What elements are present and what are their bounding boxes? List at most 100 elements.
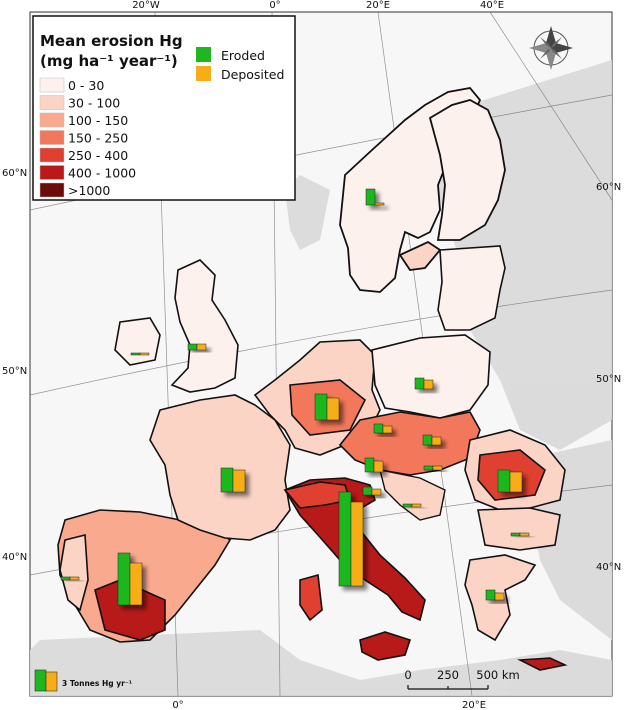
eroded-bar — [373, 423, 384, 434]
bar-key-deposited — [45, 671, 58, 692]
eroded-bar — [402, 503, 413, 508]
deposited-bar — [423, 379, 434, 390]
flux-bar-pair — [422, 434, 442, 446]
eroded-bar — [117, 552, 131, 606]
legend-class-swatch — [39, 77, 65, 93]
deposited-bar — [373, 460, 384, 473]
legend-bar-swatch — [196, 66, 211, 81]
scale-bar: 0 250 500 km — [404, 668, 520, 690]
top-label-20e: 20°E — [366, 0, 390, 11]
deposited-bar — [350, 501, 364, 587]
flux-bar-pair — [60, 576, 80, 581]
legend-class-label: 150 - 250 — [68, 131, 128, 146]
iberia — [57, 509, 232, 643]
legend: Mean erosion Hg (mg ha⁻¹ year⁻¹) 0 - 30 3… — [32, 15, 296, 201]
legend-bar-swatch — [196, 47, 211, 62]
eroded-bar — [423, 465, 434, 471]
legend-title-line1: Mean erosion Hg — [40, 32, 183, 50]
legend-class-swatch — [39, 130, 65, 145]
flux-bar-pair — [364, 457, 384, 473]
left-label-60n: 60°N — [2, 168, 27, 179]
eroded-bar — [364, 457, 375, 473]
flux-bar-pair — [402, 503, 422, 508]
legend-class-label: 30 - 100 — [68, 96, 120, 111]
eroded-bar — [362, 486, 373, 496]
flux-bar-pair — [338, 491, 364, 587]
scale-label-250: 250 — [437, 668, 459, 682]
eroded-bar — [60, 576, 71, 581]
baltics — [437, 245, 506, 331]
deposited-bar — [371, 488, 382, 496]
deposited-bar — [196, 343, 207, 351]
eroded-bar — [422, 434, 433, 446]
top-label-0: 0° — [269, 0, 280, 11]
flux-bar-pair — [510, 532, 530, 537]
deposited-bar — [432, 465, 443, 471]
flux-bar-pair — [314, 393, 340, 421]
deposited-bar — [431, 436, 442, 446]
legend-class-label: >1000 — [68, 183, 110, 198]
scale-label-500: 500 km — [476, 668, 519, 682]
flux-bar-pair — [187, 343, 207, 351]
legend-class-swatch — [39, 182, 65, 198]
finland — [428, 99, 506, 241]
right-label-60n: 60°N — [596, 182, 621, 193]
eroded-bar — [414, 377, 425, 390]
flux-bar-pair — [220, 467, 246, 493]
eroded-bar — [314, 393, 328, 421]
flux-bar-pair — [117, 552, 143, 606]
compass-rose-icon — [529, 26, 573, 70]
deposited-bar — [129, 562, 143, 606]
romania-bulgaria — [464, 429, 566, 551]
france — [149, 394, 291, 541]
bar-key: 3 Tonnes Hg yr⁻¹ — [34, 669, 132, 692]
left-label-40n: 40°N — [2, 552, 27, 563]
deposited-bar — [519, 532, 530, 537]
deposited-bar — [374, 202, 385, 206]
eroded-bar — [338, 491, 352, 587]
deposited-bar — [326, 397, 340, 421]
eroded-bar — [510, 532, 521, 537]
deposited-bar — [69, 576, 80, 581]
deposited-bar — [494, 592, 505, 601]
legend-bar-label: Eroded — [221, 48, 265, 63]
flux-bar-pair — [485, 589, 505, 601]
legend-title-line2: (mg ha⁻¹ year⁻¹) — [40, 52, 178, 70]
legend-class-label: 100 - 150 — [68, 113, 128, 128]
flux-bar-pair — [365, 188, 385, 206]
flux-bar-pair — [414, 377, 434, 390]
eroded-bar — [220, 467, 234, 493]
legend-class-label: 400 - 1000 — [68, 166, 136, 181]
eroded-bar — [130, 352, 141, 356]
legend-class-label: 0 - 30 — [68, 78, 104, 93]
poland — [371, 334, 491, 419]
legend-classes: 0 - 30 30 - 100 100 - 150 150 - 250 250 - 40… — [39, 77, 136, 198]
right-label-50n: 50°N — [596, 374, 621, 385]
bar-key-eroded — [34, 669, 47, 692]
deposited-bar — [509, 471, 523, 493]
flux-bars — [60, 188, 530, 606]
bar-key-label: 3 Tonnes Hg yr⁻¹ — [62, 679, 132, 688]
legend-class-swatch — [39, 95, 65, 110]
scale-label-0: 0 — [404, 668, 411, 682]
legend-class-swatch — [39, 165, 65, 180]
flux-bar-pair — [373, 423, 393, 434]
right-label-40n: 40°N — [596, 562, 621, 573]
deposited-bar — [139, 352, 150, 356]
legend-box — [32, 15, 296, 201]
bottom-label-0: 0° — [172, 700, 183, 710]
flux-bar-pair — [362, 486, 382, 496]
eroded-bar — [187, 343, 198, 351]
left-label-50n: 50°N — [2, 366, 27, 377]
legend-class-label: 250 - 400 — [68, 148, 128, 163]
deposited-bar — [382, 425, 393, 434]
flux-bar-pair — [130, 352, 150, 356]
bottom-label-20e: 20°E — [462, 700, 486, 710]
legend-bars: Eroded Deposited — [196, 47, 284, 82]
balkans — [379, 469, 446, 521]
legend-class-swatch — [39, 147, 65, 163]
deposited-bar — [411, 503, 422, 508]
top-label-40e: 40°E — [480, 0, 504, 11]
